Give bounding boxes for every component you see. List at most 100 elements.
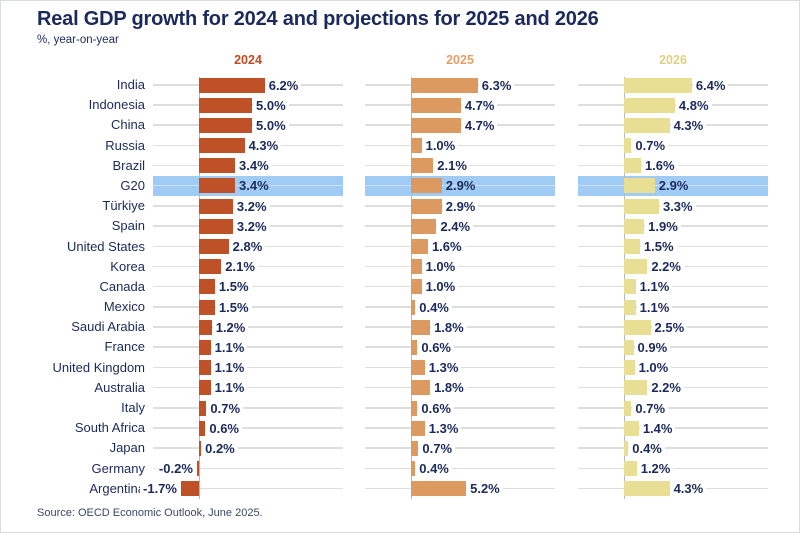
value-label-2025-united-kingdom: 1.3% [425, 359, 462, 377]
value-label-2025-canada: 1.0% [422, 278, 459, 296]
bar-2025-t-rkiye [411, 198, 442, 214]
bar-row-2025-south-africa: 1.3% [365, 418, 555, 438]
bar-2026-united-states [624, 239, 640, 254]
value-label-2025-germany: 0.4% [416, 460, 452, 478]
bar-2026-argentina [624, 481, 670, 497]
gridline [578, 407, 768, 409]
bar-row-2025-saudi-arabia: 1.8% [365, 317, 555, 337]
bar-2026-brazil [624, 158, 641, 174]
bar-row-2026-t-rkiye: 3.3% [578, 196, 768, 216]
value-label-2024-russia: 4.3% [245, 137, 282, 155]
chart-panel-2026: 6.4% 4.8% 4.3% 0.7% 1.6% 2.9% 3.3% 1.9% 1.5% 2.2%… [578, 75, 768, 500]
bar-row-2025-france: 0.6% [365, 337, 555, 357]
bar-row-2026-argentina: 4.3% [578, 479, 768, 499]
bar-row-2026-france: 0.9% [578, 337, 768, 357]
bar-row-2024-t-rkiye: 3.2% [153, 196, 343, 216]
bar-row-2024-indonesia: 5.0% [153, 95, 343, 115]
country-label-argentina: Argentina [89, 480, 145, 496]
bar-row-2025-india: 6.3% [365, 75, 555, 95]
value-label-2024-australia: 1.1% [211, 379, 248, 397]
bar-row-2024-mexico: 1.5% [153, 297, 343, 317]
gridline [153, 407, 343, 409]
value-label-2024-france: 1.1% [211, 338, 248, 356]
country-label-canada: Canada [99, 278, 145, 294]
value-label-2025-indonesia: 4.7% [461, 96, 498, 114]
country-label-russia: Russia [105, 137, 145, 153]
bar-2024-germany [196, 461, 199, 477]
gridline [365, 265, 555, 268]
bar-row-2026-g20: 2.9% [578, 175, 768, 197]
source-note: Source: OECD Economic Outlook, June 2025… [37, 507, 263, 519]
country-label-australia: Australia [94, 379, 145, 395]
bar-row-2025-argentina: 5.2% [365, 479, 555, 499]
bar-2024-india [199, 77, 265, 93]
value-label-2025-russia: 1.0% [422, 137, 459, 155]
bar-2026-canada [624, 279, 636, 295]
country-label-japan: Japan [109, 440, 145, 456]
bar-2026-australia [624, 380, 648, 396]
bar-2024-g20 [199, 178, 236, 194]
gridline [153, 366, 343, 369]
value-label-2026-france: 0.9% [634, 338, 671, 356]
country-label-germany: Germany [91, 460, 145, 476]
bar-row-2024-south-africa: 0.6% [153, 418, 343, 438]
value-label-2026-g20: 2.9% [658, 178, 689, 194]
value-label-2026-t-rkiye: 3.3% [659, 197, 696, 215]
value-label-2025-japan: 0.7% [419, 439, 456, 457]
bar-2025-united-kingdom [411, 360, 425, 376]
bar-2024-united-kingdom [199, 360, 211, 376]
value-label-2025-india: 6.3% [478, 76, 515, 94]
year-header-2025-label: 2025 [446, 53, 474, 67]
gridline [365, 144, 555, 147]
value-label-2026-australia: 2.2% [648, 379, 684, 397]
bar-row-2026-korea: 2.2% [578, 257, 768, 277]
bar-2026-korea [624, 259, 648, 275]
gridline [153, 447, 343, 449]
bar-row-2024-canada: 1.5% [153, 277, 343, 297]
bar-2024-indonesia [199, 97, 252, 113]
gridline [365, 407, 555, 409]
value-label-2024-canada: 1.5% [215, 278, 252, 296]
bar-row-2026-south-africa: 1.4% [578, 418, 768, 438]
country-label-g20: G20 [120, 177, 145, 193]
bar-2026-france [624, 339, 634, 355]
value-label-2026-korea: 2.2% [648, 258, 684, 276]
bar-row-2024-g20: 3.4% [153, 175, 343, 197]
bar-2025-canada [411, 279, 422, 295]
bar-2024-t-rkiye [199, 198, 233, 214]
gridline [153, 487, 343, 490]
value-label-2025-argentina: 5.2% [467, 480, 503, 498]
gridline [365, 447, 555, 449]
chart-panel-2025: 6.3% 4.7% 4.7% 1.0% 2.1% 2.9% 2.9% 2.4% 1.6% 1.0%… [365, 75, 555, 500]
bar-row-2026-japan: 0.4% [578, 438, 768, 458]
value-label-2024-united-states: 2.8% [229, 238, 266, 255]
bar-row-2026-united-kingdom: 1.0% [578, 358, 768, 378]
bar-2025-italy [411, 400, 418, 416]
bar-2026-spain [624, 218, 645, 234]
bar-row-2025-united-kingdom: 1.3% [365, 358, 555, 378]
bar-row-2024-united-kingdom: 1.1% [153, 358, 343, 378]
country-label-indonesia: Indonesia [88, 97, 145, 113]
gridline [578, 184, 768, 187]
value-label-2024-mexico: 1.5% [215, 298, 252, 316]
country-label-italy: Italy [121, 400, 145, 415]
bar-2025-g20 [411, 178, 442, 194]
bar-row-2025-korea: 1.0% [365, 257, 555, 277]
gridline [578, 306, 768, 308]
value-label-2025-china: 4.7% [461, 116, 498, 134]
value-label-2024-india: 6.2% [265, 76, 302, 94]
bar-row-2025-indonesia: 4.7% [365, 95, 555, 115]
bar-row-2025-united-states: 1.6% [365, 237, 555, 257]
bar-row-2026-india: 6.4% [578, 75, 768, 95]
country-label-south-africa: South Africa [74, 420, 145, 436]
bar-row-2025-china: 4.7% [365, 115, 555, 135]
gridline [578, 144, 768, 147]
bar-2026-india [624, 77, 692, 93]
value-label-2026-south-africa: 1.4% [639, 419, 676, 437]
gridline [578, 447, 768, 449]
value-label-2024-korea: 2.1% [222, 258, 258, 276]
gridline [153, 184, 343, 187]
country-label-spain: Spain [111, 218, 145, 234]
bar-row-2025-g20: 2.9% [365, 175, 555, 197]
